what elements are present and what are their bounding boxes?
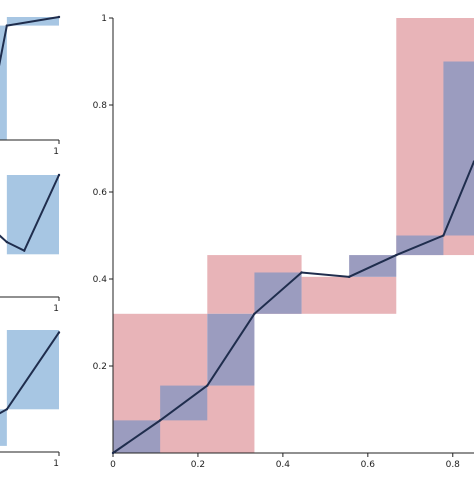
main-y-tick-label: 0.6 (93, 188, 108, 198)
main-data-point (253, 312, 256, 315)
main-x-tick-label: 0 (110, 460, 116, 470)
main-y-tick-label: 0.8 (93, 101, 108, 111)
small-2-data-point (5, 240, 9, 244)
main-chart: 0 0.2 0.4 0.6 0.8 0.2 0.4 0.6 0.8 1 (93, 14, 474, 470)
main-x-tick-label: 0.8 (446, 460, 461, 470)
small-1-x-tick-label: 1 (53, 147, 59, 157)
small-2-series-line (0, 174, 60, 252)
small-3-data-point (5, 408, 9, 411)
small-3-box (0, 409, 7, 446)
small-3-data-point (57, 331, 61, 334)
main-data-point (206, 384, 209, 387)
main-data-point (395, 253, 398, 257)
main-y-tick-label: 0.2 (93, 362, 107, 372)
small-2-data-point (23, 249, 26, 252)
small-1-chart: 51 (0, 15, 61, 157)
main-data-point (158, 419, 162, 422)
small-1-series-line (0, 16, 60, 67)
main-box (301, 276, 397, 314)
small-1-box (0, 25, 7, 140)
main-x-tick-label: 0.6 (361, 460, 376, 470)
main-y-tick-label: 1 (101, 14, 107, 24)
small-2-x-tick-label: 1 (53, 304, 59, 314)
main-box (443, 61, 474, 236)
small-3-series-line (0, 331, 60, 415)
small-1-data-point (57, 15, 61, 19)
main-x-tick-label: 0.2 (191, 460, 205, 470)
main-y-tick-label: 0.4 (93, 275, 108, 285)
small-2-data-point (57, 173, 61, 177)
small-2-chart: 51 (0, 173, 61, 314)
main-data-point (347, 275, 351, 279)
small-3-chart: 51 (0, 330, 61, 469)
small-3-x-tick-label: 1 (53, 459, 59, 469)
main-x-tick-label: 0.4 (276, 460, 291, 470)
small-2-box (6, 175, 59, 255)
main-data-point (442, 234, 445, 237)
small-1-data-point (5, 24, 9, 27)
main-data-point (300, 271, 303, 274)
main-data-point (111, 451, 115, 455)
